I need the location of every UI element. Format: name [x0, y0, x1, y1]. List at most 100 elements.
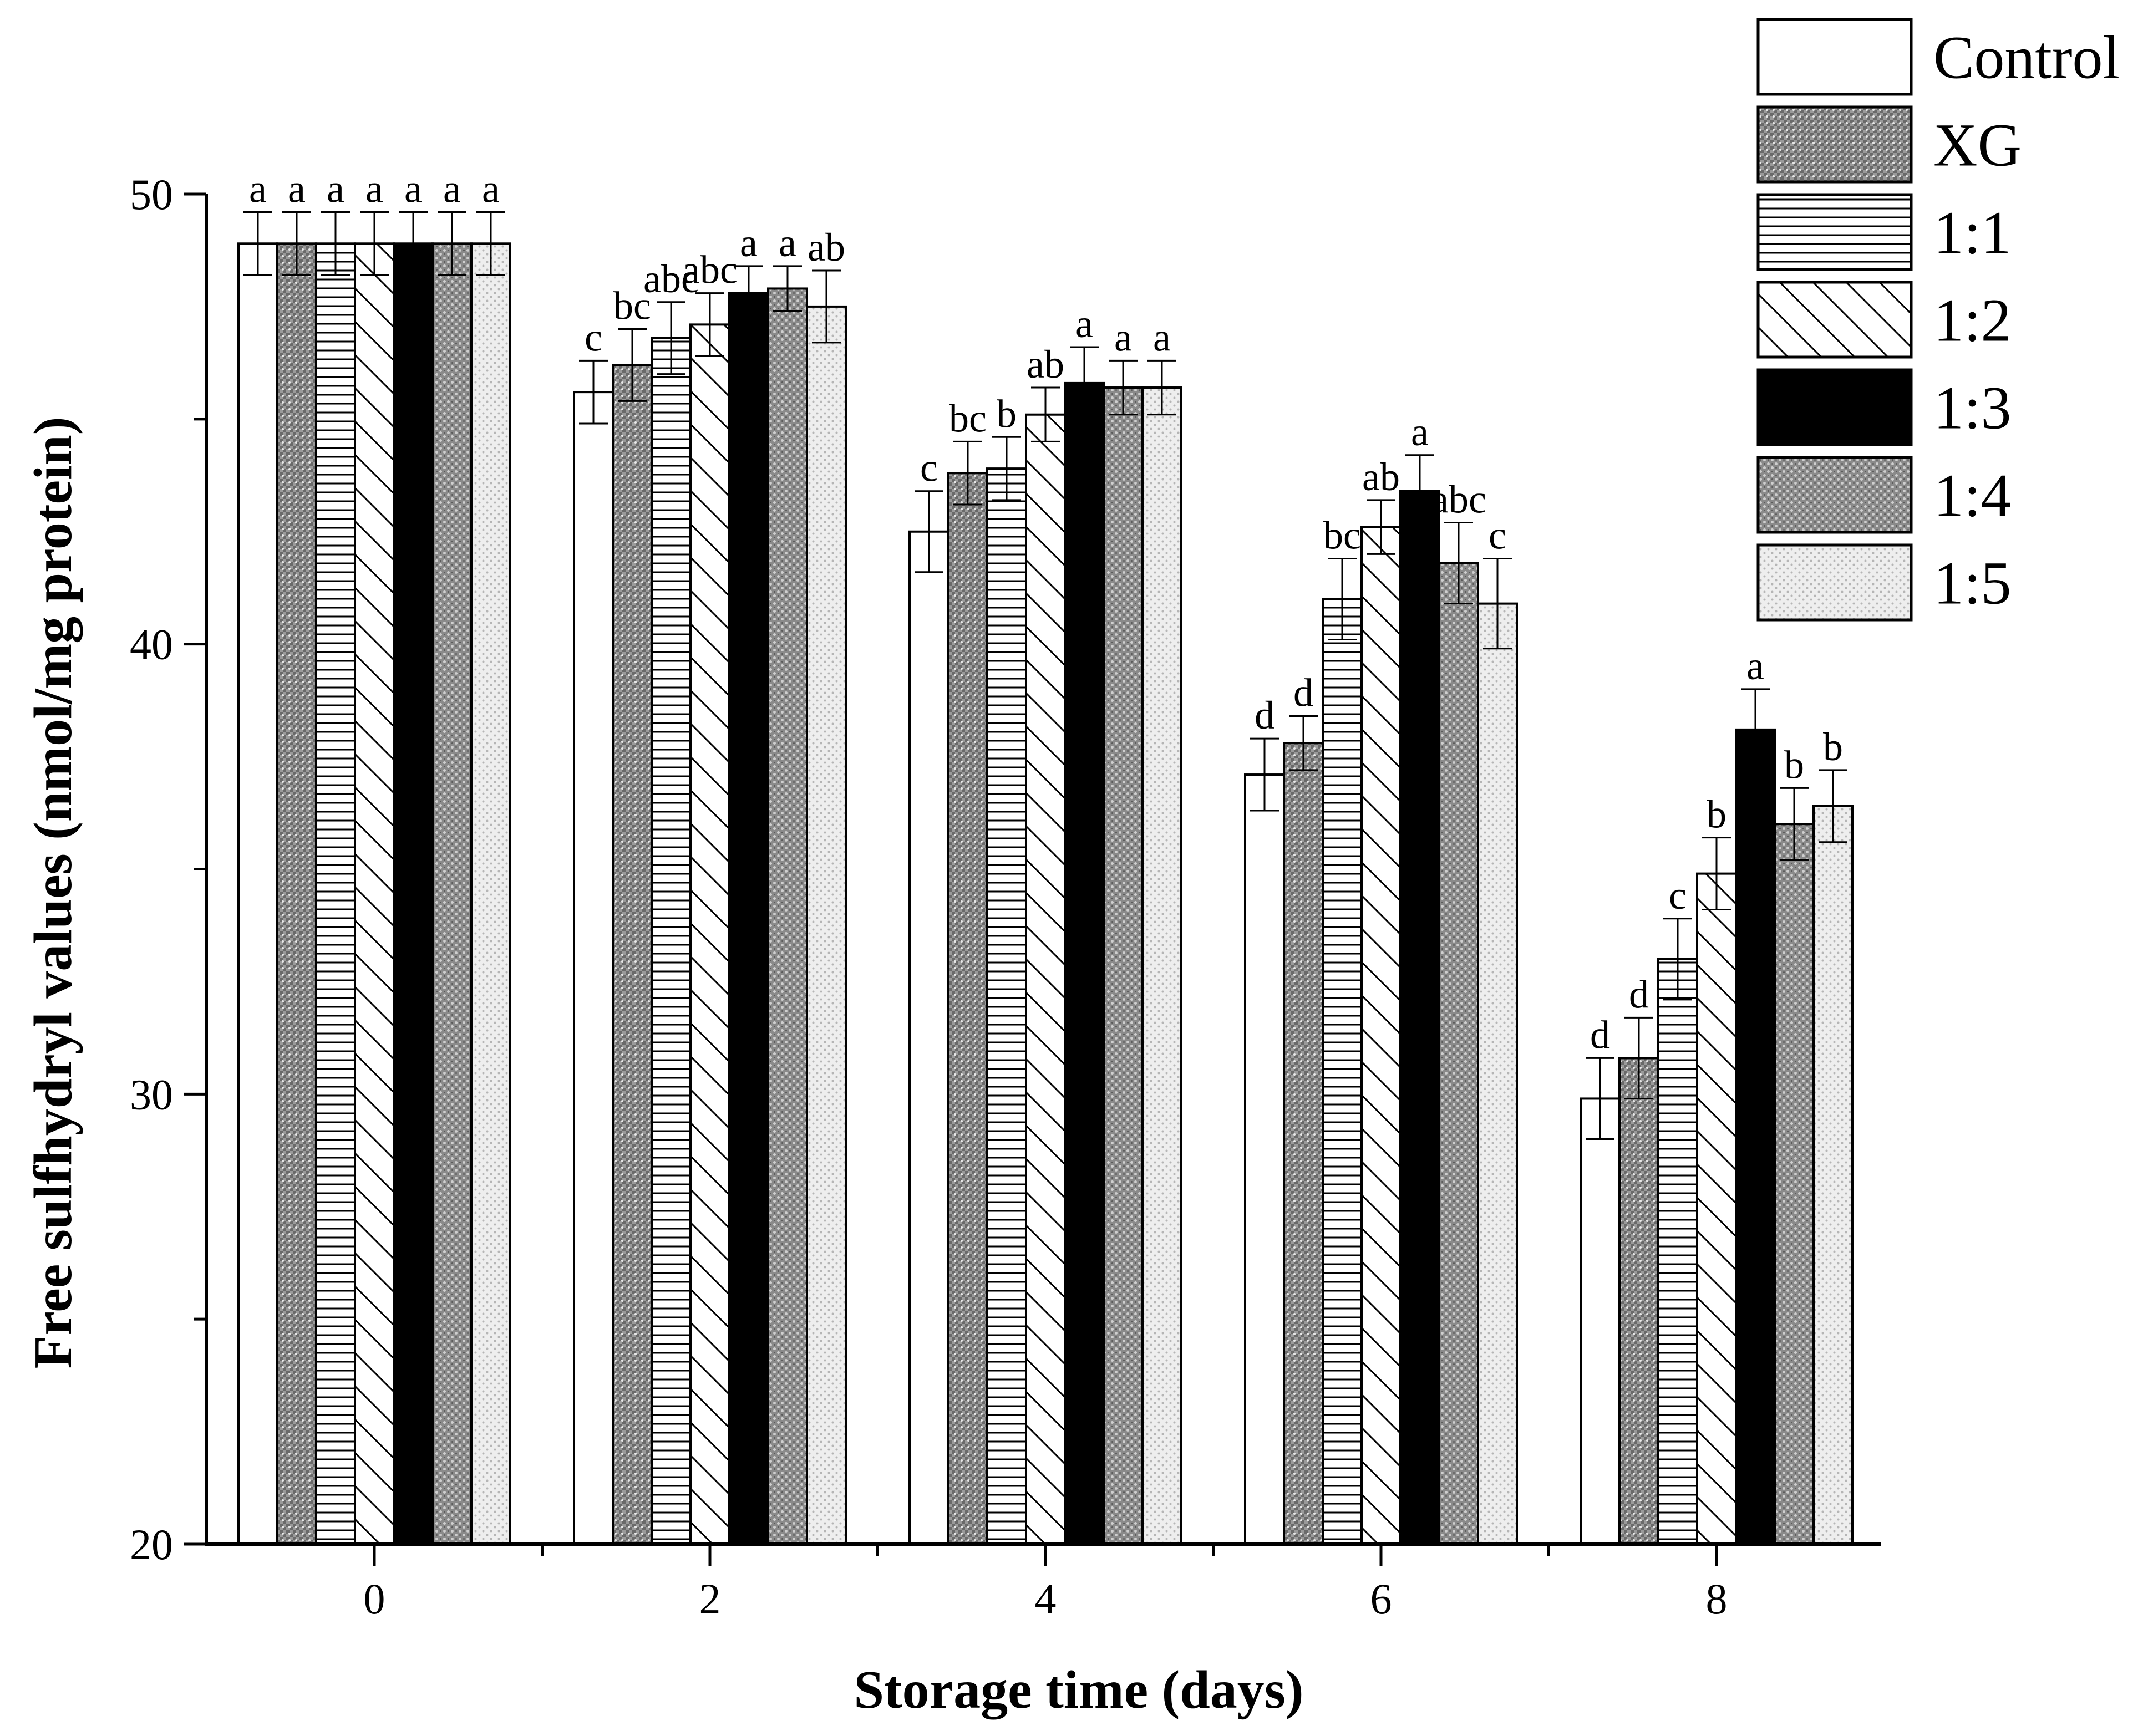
x-axis-title: Storage time (days) — [854, 1660, 1303, 1720]
error-bar — [618, 328, 647, 402]
significance-label: a — [249, 166, 267, 211]
error-bar — [476, 211, 505, 276]
error-bar — [1070, 346, 1099, 420]
significance-label: a — [1746, 644, 1764, 688]
significance-label: b — [1707, 792, 1726, 837]
legend-item: 1:4 — [1756, 456, 2012, 534]
y-axis-title: Free sulfhydryl values (nmol/mg protein) — [23, 417, 83, 1369]
significance-label: a — [404, 166, 422, 211]
significance-label: b — [997, 391, 1017, 436]
significance-label: a — [1075, 302, 1093, 346]
bar — [1360, 526, 1401, 1546]
error-bar — [734, 265, 763, 321]
bar — [431, 242, 473, 1545]
error-bar — [812, 269, 841, 344]
error-bar — [1586, 1057, 1614, 1140]
bar — [1399, 490, 1440, 1546]
significance-label: bc — [949, 396, 987, 440]
bar — [1025, 413, 1066, 1545]
error-bar — [579, 359, 608, 425]
bar — [315, 242, 356, 1545]
x-tick-label: 0 — [364, 1575, 385, 1623]
significance-label: a — [443, 166, 461, 211]
bar — [1141, 386, 1182, 1546]
bar — [689, 323, 730, 1546]
bar — [354, 242, 395, 1545]
significance-label: d — [1293, 671, 1313, 715]
plot-area: accddabcbcddaabcbbccaabcababbaaaaaaaaabc… — [130, 166, 1881, 1623]
legend: Control XG 1:1 1:2 1:3 1:4 1:5 — [1756, 18, 2120, 622]
error-bar — [1663, 918, 1692, 1001]
legend-swatch — [1756, 281, 1913, 359]
bar — [1774, 823, 1815, 1545]
bar — [1696, 872, 1737, 1545]
bar — [237, 242, 278, 1545]
legend-label: Control — [1933, 24, 2120, 91]
error-bar — [1250, 737, 1279, 812]
legend-item: 1:1 — [1756, 193, 2012, 271]
bar — [1103, 386, 1144, 1546]
bar — [1657, 958, 1698, 1545]
error-bar — [399, 211, 428, 276]
error-bar — [1624, 1016, 1653, 1099]
legend-label: 1:3 — [1933, 374, 2012, 442]
significance-label: bc — [1323, 513, 1361, 557]
y-tick-label: 20 — [130, 1520, 173, 1569]
error-bar — [1702, 837, 1731, 911]
legend-item: 1:2 — [1756, 281, 2012, 359]
legend-swatch — [1756, 368, 1913, 446]
significance-label: a — [327, 166, 344, 211]
legend-label: 1:4 — [1933, 462, 2012, 530]
bar — [1322, 598, 1363, 1545]
bar — [1580, 1097, 1621, 1545]
legend-swatch — [1756, 193, 1913, 271]
bar — [470, 242, 511, 1545]
significance-label: a — [288, 166, 306, 211]
significance-label: a — [1114, 315, 1132, 359]
significance-label: bc — [613, 284, 651, 328]
significance-label: c — [1489, 513, 1506, 557]
error-bar — [1367, 499, 1395, 555]
significance-label: a — [482, 166, 500, 211]
bar — [1812, 805, 1854, 1545]
bar — [1244, 773, 1285, 1545]
x-tick-label: 8 — [1706, 1575, 1728, 1623]
error-bar — [1741, 688, 1770, 771]
bar — [612, 364, 653, 1545]
legend-label: 1:2 — [1933, 287, 2012, 354]
error-bar — [1405, 454, 1434, 528]
error-bar — [1780, 787, 1809, 861]
significance-label: abc — [682, 248, 738, 292]
error-bar — [1031, 386, 1060, 442]
error-bar — [992, 436, 1021, 501]
error-bar — [773, 265, 802, 312]
x-tick-label: 2 — [699, 1575, 721, 1623]
bar — [1438, 562, 1479, 1545]
significance-label: ab — [808, 225, 845, 269]
legend-label: XG — [1933, 111, 2022, 179]
error-bar — [1483, 557, 1512, 650]
y-tick-label: 50 — [130, 170, 173, 218]
significance-label: c — [585, 315, 602, 359]
legend-label: 1:5 — [1933, 549, 2012, 617]
significance-label: a — [779, 221, 796, 265]
bar — [1735, 728, 1776, 1545]
error-bar — [360, 211, 389, 276]
bar — [276, 242, 317, 1545]
significance-label: ab — [1362, 455, 1400, 499]
significance-label: a — [365, 166, 383, 211]
legend-swatch — [1756, 543, 1913, 622]
y-tick-label: 40 — [130, 620, 173, 669]
significance-label: d — [1590, 1012, 1610, 1057]
bar — [1477, 602, 1518, 1545]
error-bar — [915, 490, 943, 573]
bar — [767, 287, 808, 1546]
legend-item: 1:5 — [1756, 543, 2012, 622]
error-bar — [657, 301, 685, 375]
error-bar — [953, 440, 982, 506]
legend-swatch — [1756, 18, 1913, 96]
bar — [728, 292, 769, 1545]
error-bar — [1289, 715, 1318, 771]
significance-label: d — [1629, 972, 1649, 1016]
significance-label: a — [1153, 315, 1171, 359]
